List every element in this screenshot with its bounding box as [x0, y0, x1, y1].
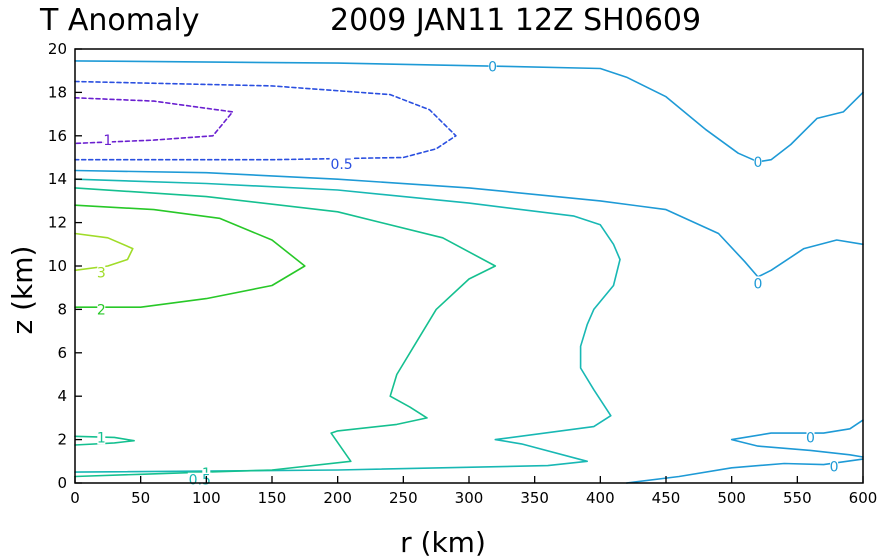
- contour-label-bg-4: [830, 459, 839, 474]
- contour-label-5: 0.5: [330, 157, 352, 173]
- contour-line-1: [74, 169, 864, 278]
- y-axis-label: z (km): [6, 246, 39, 335]
- contour-line-2: [625, 458, 864, 484]
- x-tick-label-3: 150: [258, 489, 287, 507]
- contour-label-bg-5: [329, 157, 354, 171]
- x-tick-label-4: 200: [323, 489, 352, 507]
- x-tick-label-1: 50: [131, 489, 150, 507]
- contour-line-3: [730, 419, 864, 458]
- x-tick-label-10: 500: [717, 489, 746, 507]
- contour-label-bg-9: [97, 430, 106, 445]
- y-tick-label-4: 8: [57, 300, 67, 318]
- contour-line-5: [74, 97, 234, 145]
- x-tick-label-2: 100: [192, 489, 221, 507]
- contour-label-bg-1: [753, 154, 762, 169]
- contour-label-9: 1: [97, 430, 106, 446]
- plot-frame: [74, 48, 864, 484]
- x-tick-label-12: 600: [849, 489, 878, 507]
- contour-label-6: 1: [103, 133, 112, 149]
- contour-line-6: [74, 178, 621, 473]
- x-tick-label-11: 550: [783, 489, 812, 507]
- y-tick-label-8: 16: [48, 127, 67, 145]
- y-tick-label-1: 2: [57, 431, 67, 449]
- chart-title-right: 2009 JAN11 12Z SH0609: [330, 3, 701, 38]
- x-tick-label-9: 450: [652, 489, 681, 507]
- y-tick-label-5: 10: [48, 257, 67, 275]
- contour-label-1: 0: [753, 155, 762, 171]
- x-axis-ticks: 0 50 100 150 200 250 300 350 400 450 500 550 600: [70, 476, 877, 507]
- x-tick-label-7: 350: [520, 489, 549, 507]
- contour-label-bg-2: [753, 276, 762, 291]
- contour-label-8: 2: [97, 302, 106, 318]
- contour-label-bg-7: [97, 265, 106, 280]
- y-tick-label-2: 4: [57, 387, 67, 405]
- y-tick-label-9: 18: [48, 83, 67, 101]
- y-tick-label-6: 12: [48, 214, 67, 232]
- contour-label-2: 0: [753, 276, 762, 292]
- y-tick-label-3: 6: [57, 344, 67, 362]
- x-tick-label-5: 250: [389, 489, 418, 507]
- contour-label-bg-6: [103, 133, 112, 148]
- contour-line-7: [74, 187, 497, 478]
- contour-label-bg-8: [97, 302, 106, 317]
- contour-line-0: [74, 60, 864, 163]
- contour-label-bg-0: [488, 59, 497, 74]
- x-tick-label-8: 400: [586, 489, 615, 507]
- x-axis-label: r (km): [400, 526, 486, 558]
- chart-title-left: T Anomaly: [39, 3, 199, 38]
- contour-label-4: 0: [830, 460, 839, 476]
- contour-label-bg-3: [806, 430, 815, 445]
- y-tick-label-10: 20: [48, 40, 67, 58]
- contour-label-11: 0.5: [189, 473, 211, 489]
- y-tick-label-7: 14: [48, 170, 67, 188]
- contour-line-9: [74, 204, 306, 308]
- contour-label-7: 3: [97, 266, 106, 282]
- x-tick-label-6: 300: [455, 489, 484, 507]
- y-axis-ticks: 0 2 4 6 8 10 12 14 16 18 20: [48, 40, 82, 492]
- contour-label-0: 0: [488, 59, 497, 75]
- y-tick-label-0: 0: [57, 474, 67, 492]
- contour-label-3: 0: [806, 430, 815, 446]
- x-tick-label-0: 0: [70, 489, 80, 507]
- contour-line-4: [74, 80, 457, 161]
- contour-lines: [74, 60, 864, 484]
